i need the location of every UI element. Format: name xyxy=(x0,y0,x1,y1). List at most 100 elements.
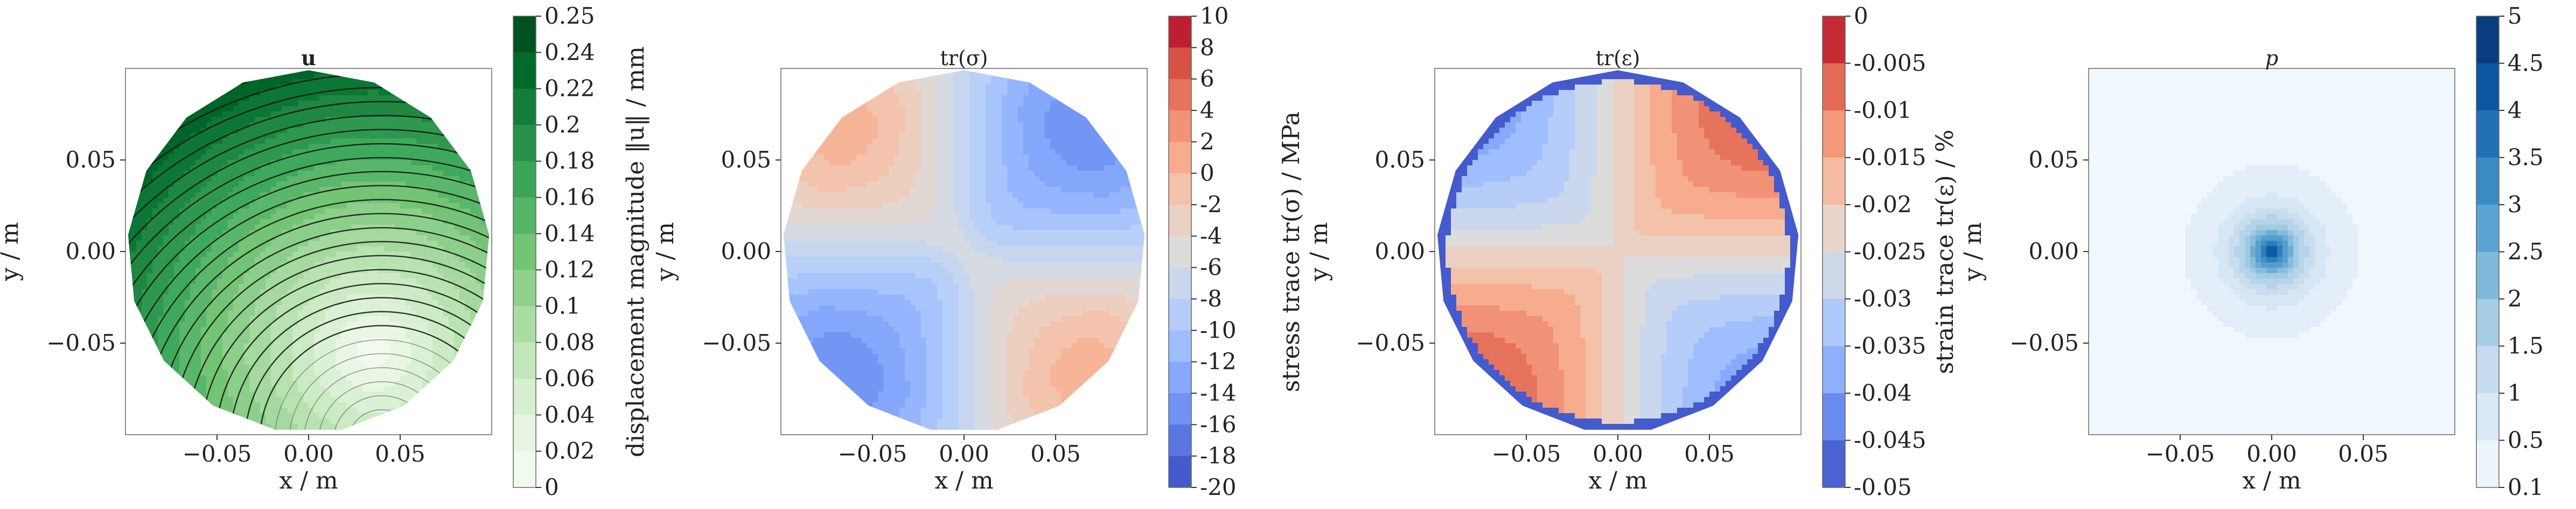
contour-cell xyxy=(416,241,422,247)
contour-cell xyxy=(802,70,808,74)
contour-cell xyxy=(152,111,158,117)
contour-cell xyxy=(266,144,271,150)
contour-cell xyxy=(449,128,455,134)
contour-cell xyxy=(406,257,411,263)
contour-cell xyxy=(1066,79,1072,85)
contour-cell xyxy=(142,111,148,117)
contour-cell xyxy=(190,252,196,257)
contour-cell xyxy=(292,413,298,419)
contour-cell xyxy=(368,413,374,419)
contour-cell xyxy=(233,268,239,274)
contour-cell xyxy=(352,74,358,80)
contour-cell xyxy=(298,284,304,290)
contour-cell xyxy=(222,381,228,387)
contour-cell xyxy=(163,316,169,322)
contour-cell xyxy=(427,295,433,301)
contour-cell xyxy=(185,289,191,295)
contour-cell xyxy=(411,257,417,263)
contour-cell xyxy=(255,219,261,225)
contour-cell xyxy=(411,117,417,123)
contour-cell xyxy=(438,214,444,220)
contour-cell xyxy=(400,262,406,268)
contour-cell xyxy=(244,375,250,381)
contour-cell xyxy=(196,268,201,274)
contour-cell xyxy=(179,230,185,236)
contour-cell xyxy=(476,214,481,220)
contour-cell xyxy=(400,305,406,311)
contour-cell xyxy=(454,311,460,317)
contour-cell xyxy=(325,413,331,419)
contour-cell xyxy=(185,300,191,306)
contour-cell xyxy=(325,219,331,225)
contour-cell xyxy=(217,370,223,376)
contour-cell xyxy=(438,289,444,295)
contour-cell xyxy=(163,208,169,214)
contour-cell xyxy=(341,241,347,247)
contour-cell xyxy=(314,246,320,252)
contour-cell xyxy=(352,262,358,268)
contour-cell xyxy=(212,144,218,150)
contour-cell xyxy=(319,257,325,263)
contour-cell xyxy=(158,413,164,419)
contour-cell xyxy=(147,176,153,182)
contour-cell xyxy=(1002,70,1008,74)
contour-cell xyxy=(373,273,379,279)
contour-cell xyxy=(459,70,465,74)
contour-cell xyxy=(400,85,406,90)
contour-cell xyxy=(185,128,191,134)
contour-cell xyxy=(1013,74,1018,80)
contour-cell xyxy=(266,386,271,392)
contour-cell xyxy=(147,322,153,327)
colorbar-tick-label: 0.12 xyxy=(544,256,595,283)
contour-cell xyxy=(201,316,207,322)
contour-cell xyxy=(190,230,196,236)
contour-cell xyxy=(276,144,282,150)
contour-cell xyxy=(325,332,331,338)
contour-cell xyxy=(373,316,379,322)
contour-cell xyxy=(384,257,390,263)
contour-cell xyxy=(438,187,444,193)
contour-cell xyxy=(174,85,180,90)
contour-cell xyxy=(336,370,341,376)
contour-cell xyxy=(449,133,455,139)
contour-cell xyxy=(201,90,207,96)
contour-cell xyxy=(443,214,449,220)
contour-cell xyxy=(411,225,417,231)
contour-cell xyxy=(282,424,288,430)
contour-cell xyxy=(357,295,363,301)
contour-cell xyxy=(991,70,997,74)
contour-cell xyxy=(239,273,245,279)
contour-cell xyxy=(158,138,164,144)
contour-cell xyxy=(271,101,277,107)
contour-cell xyxy=(395,332,401,338)
contour-cell xyxy=(486,95,490,101)
contour-cell xyxy=(292,214,298,220)
contour-cell xyxy=(486,322,490,327)
contour-cell xyxy=(465,160,471,166)
contour-cell xyxy=(260,300,266,306)
contour-cell xyxy=(352,268,358,274)
contour-cell xyxy=(368,392,374,398)
contour-cell xyxy=(292,165,298,171)
contour-cell xyxy=(384,278,390,284)
contour-cell xyxy=(131,219,137,225)
contour-cell xyxy=(481,214,487,220)
contour-cell xyxy=(325,370,331,376)
contour-cell xyxy=(179,327,185,333)
contour-cell xyxy=(158,338,164,344)
contour-cell xyxy=(432,419,438,424)
contour-cell xyxy=(325,402,331,408)
contour-cell xyxy=(362,192,368,198)
contour-cell xyxy=(352,219,358,225)
contour-cell xyxy=(255,235,261,241)
contour-cell xyxy=(454,381,460,387)
contour-cell xyxy=(319,138,325,144)
contour-cell xyxy=(136,138,142,144)
contour-cell xyxy=(222,257,228,263)
contour-cell xyxy=(432,311,438,317)
contour-cell xyxy=(298,252,304,257)
contour-cell xyxy=(368,316,374,322)
contour-cell xyxy=(266,257,271,263)
contour-cell xyxy=(142,392,148,398)
contour-cell xyxy=(432,375,438,381)
